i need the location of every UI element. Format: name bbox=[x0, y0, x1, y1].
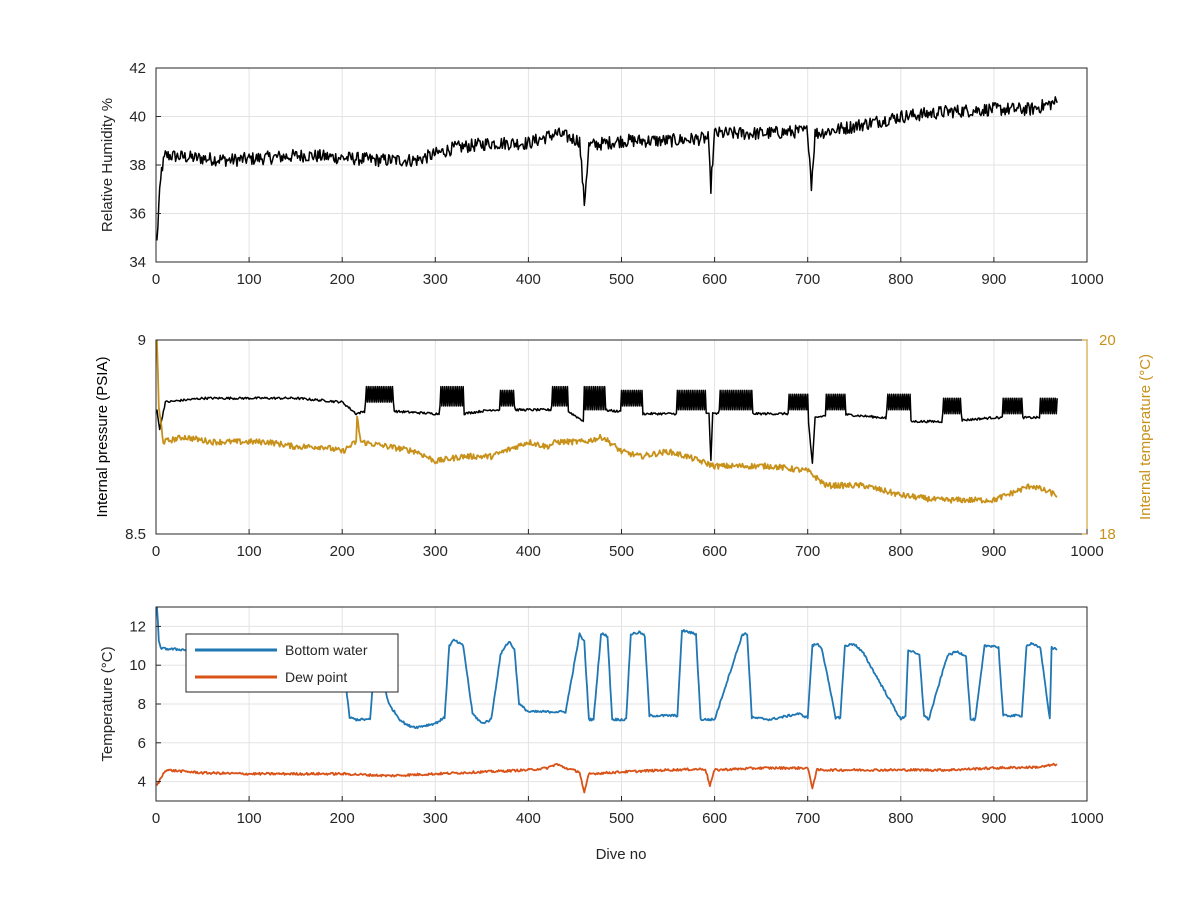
x-tick-label: 700 bbox=[795, 271, 820, 288]
x-tick-label: 800 bbox=[888, 543, 913, 560]
x-tick-label: 200 bbox=[330, 810, 355, 827]
x-tick-label: 500 bbox=[609, 810, 634, 827]
y-axis-label-temperature: Temperature (°C) bbox=[99, 646, 116, 761]
x-tick-label: 400 bbox=[516, 543, 541, 560]
line-series-0 bbox=[156, 385, 1058, 464]
legend-label-bottom-water: Bottom water bbox=[285, 642, 368, 658]
x-axis-label-dive-no: Dive no bbox=[596, 846, 647, 863]
legend-box bbox=[185, 633, 399, 693]
x-tick-labels-temperature: 0 100 200 300 400 500 600 700 800 900 1000 bbox=[152, 796, 1104, 827]
y-tick-label: 34 bbox=[129, 254, 146, 271]
x-tick-label: 700 bbox=[795, 810, 820, 827]
panel-pressure: 0 100 200 300 400 500 600 700 800 900 1000 8.59 18… bbox=[94, 332, 1154, 560]
x-tick-label: 0 bbox=[152, 271, 160, 288]
y2-axis-label-temperature: Internal temperature (°C) bbox=[1137, 354, 1154, 520]
y-tick-labels-pressure: 8.59 bbox=[125, 332, 161, 543]
y-tick-labels-temperature: 4 6 8 10 12 bbox=[129, 618, 161, 791]
x-tick-label: 100 bbox=[237, 810, 262, 827]
x-tick-labels-humidity: 0 100 200 300 400 500 600 700 800 900 1000 bbox=[152, 257, 1104, 288]
x-tick-label: 300 bbox=[423, 810, 448, 827]
x-tick-label: 300 bbox=[423, 271, 448, 288]
x-tick-label: 400 bbox=[516, 271, 541, 288]
y-tick-label: 10 bbox=[129, 657, 146, 674]
legend-label-dew-point: Dew point bbox=[285, 669, 347, 685]
y2-tick-label: 18 bbox=[1099, 526, 1116, 543]
x-tick-label: 600 bbox=[702, 271, 727, 288]
x-tick-labels-pressure: 0 100 200 300 400 500 600 700 800 900 1000 bbox=[152, 529, 1104, 560]
x-tick-label: 0 bbox=[152, 810, 160, 827]
y-axis-label-humidity: Relative Humidity % bbox=[99, 98, 116, 232]
x-tick-label: 500 bbox=[609, 271, 634, 288]
line-series-1 bbox=[156, 340, 1058, 504]
x-tick-label: 600 bbox=[702, 543, 727, 560]
y-axis-label-pressure: Internal pressure (PSIA) bbox=[94, 357, 111, 518]
x-tick-label: 900 bbox=[981, 810, 1006, 827]
series-humidity bbox=[156, 96, 1058, 241]
line-dew-point bbox=[156, 762, 1058, 794]
x-tick-label: 100 bbox=[237, 271, 262, 288]
x-tick-label: 800 bbox=[888, 810, 913, 827]
y-tick-label: 9 bbox=[138, 332, 146, 349]
y-tick-label: 6 bbox=[138, 735, 146, 752]
y-tick-label: 40 bbox=[129, 109, 146, 126]
y-tick-labels-humidity: 34 36 38 40 42 bbox=[129, 60, 161, 271]
line-series-0 bbox=[156, 96, 1058, 241]
x-tick-label: 1000 bbox=[1070, 271, 1103, 288]
y2-tick-label: 20 bbox=[1099, 332, 1116, 349]
x-tick-label: 300 bbox=[423, 543, 448, 560]
y-tick-label: 8 bbox=[138, 696, 146, 713]
y-tick-label: 42 bbox=[129, 60, 146, 77]
y-tick-label: 12 bbox=[129, 618, 146, 635]
panel-temperature: 0 100 200 300 400 500 600 700 800 900 1000 4 6 8 10 12… bbox=[99, 606, 1104, 863]
x-tick-label: 900 bbox=[981, 271, 1006, 288]
x-tick-label: 200 bbox=[330, 271, 355, 288]
x-tick-label: 800 bbox=[888, 271, 913, 288]
x-tick-label: 0 bbox=[152, 543, 160, 560]
y-tick-label: 36 bbox=[129, 206, 146, 223]
x-tick-label: 500 bbox=[609, 543, 634, 560]
legend: Bottom water Dew point bbox=[185, 633, 399, 693]
y-tick-label: 8.5 bbox=[125, 526, 146, 543]
x-tick-label: 400 bbox=[516, 810, 541, 827]
x-tick-label: 1000 bbox=[1070, 810, 1103, 827]
series-pressure bbox=[156, 340, 1058, 504]
x-tick-label: 600 bbox=[702, 810, 727, 827]
x-tick-label: 900 bbox=[981, 543, 1006, 560]
y-tick-label: 4 bbox=[138, 774, 146, 791]
y-tick-label: 38 bbox=[129, 157, 146, 174]
panel-humidity: 0 100 200 300 400 500 600 700 800 900 1000 34 36 38 4… bbox=[99, 60, 1104, 288]
x-tick-label: 700 bbox=[795, 543, 820, 560]
x-tick-label: 1000 bbox=[1070, 543, 1103, 560]
x-tick-label: 100 bbox=[237, 543, 262, 560]
x-tick-label: 200 bbox=[330, 543, 355, 560]
